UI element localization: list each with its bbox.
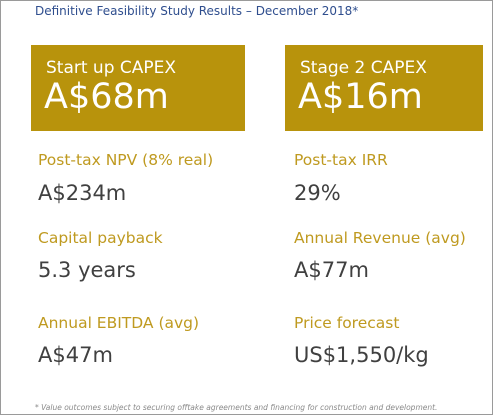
metric-label: Post-tax IRR [294,151,388,169]
box-label: Start up CAPEX [46,58,177,78]
capex-box: Stage 2 CAPEX A$16m [285,45,483,131]
metric-label: Price forecast [294,314,400,332]
metric-label: Post-tax NPV (8% real) [38,151,214,169]
metric-value: A$77m [294,258,369,282]
title: Definitive Feasibility Study Results – D… [35,4,359,18]
metric-label: Capital payback [38,229,163,247]
metric-value: 29% [294,181,341,205]
metric-value: US$1,550/kg [294,343,429,367]
metric-value: A$47m [38,343,113,367]
capex-box: Start up CAPEX A$68m [31,45,245,131]
metric-value: 5.3 years [38,258,136,282]
metric-label: Annual Revenue (avg) [294,229,466,247]
metric-label: Annual EBITDA (avg) [38,314,200,332]
box-value: A$68m [44,77,169,117]
footnote: * Value outcomes subject to securing off… [35,403,438,412]
metric-value: A$234m [38,181,127,205]
box-value: A$16m [298,77,423,117]
box-label: Stage 2 CAPEX [300,58,427,78]
